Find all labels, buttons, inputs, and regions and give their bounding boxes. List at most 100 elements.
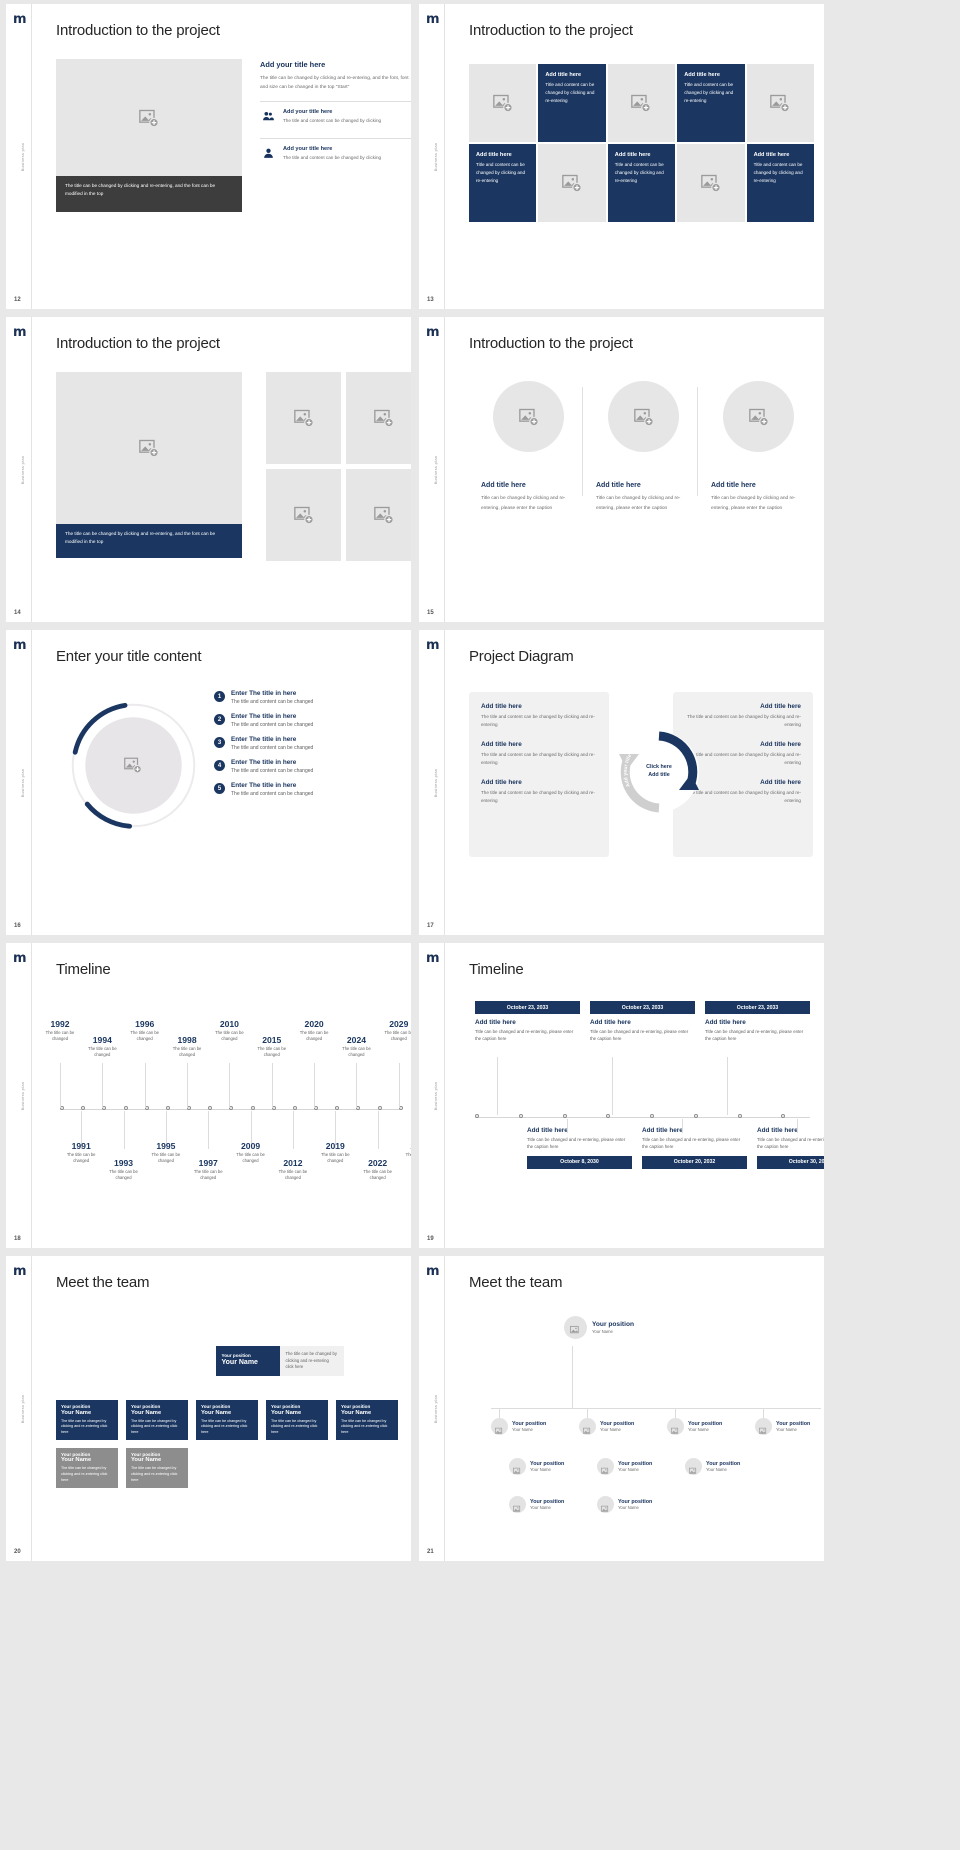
org-root[interactable]: Your position Your Name (564, 1316, 816, 1339)
timeline-dot (81, 1106, 86, 1110)
timeline-label[interactable]: 2029 The title can be changed (379, 1019, 411, 1042)
image-placeholder[interactable] (346, 469, 411, 561)
connector (491, 1408, 821, 1409)
timeline-label[interactable]: 2012 The title can be changed (273, 1158, 313, 1181)
image-cell[interactable] (607, 64, 676, 142)
image-placeholder-main[interactable] (56, 372, 242, 524)
panel-body: The title and content can be changed by … (481, 751, 595, 766)
image-cell[interactable] (469, 64, 537, 142)
slide-19[interactable]: m Business plan 19 Timeline October 23, … (419, 943, 824, 1248)
node-name: Your Name (618, 1467, 639, 1473)
org-node[interactable]: Your position Your Name (509, 1458, 564, 1475)
org-node[interactable]: Your position Your Name (597, 1496, 652, 1513)
timeline-label[interactable]: 2020 The title can be changed (294, 1019, 334, 1042)
timeline-card-top[interactable]: October 23, 2033 Add title here Title ca… (475, 1001, 580, 1043)
timeline-year: 1993 (113, 1158, 134, 1168)
image-cell[interactable] (746, 64, 814, 142)
card-body: Title can be changed and re-entering, pl… (590, 1029, 689, 1042)
section-heading: Add your title here (260, 60, 326, 69)
text-cell[interactable]: Add title here Title and content can be c… (538, 64, 606, 142)
org-node[interactable]: Your position Your Name (755, 1418, 810, 1435)
timeline-card-bottom[interactable]: Add title here Title can be changed and … (527, 1127, 632, 1169)
timeline-dot (144, 1106, 149, 1110)
slide-13[interactable]: m Business plan 13 Introduction to the p… (419, 4, 824, 309)
text-cell[interactable]: Add title here Title and content can be c… (746, 144, 814, 222)
image-cell[interactable] (677, 144, 745, 222)
list-item[interactable]: 3 Enter The title in here The title and co… (214, 736, 411, 751)
org-node[interactable]: Your position Your Name The title can be c… (56, 1400, 118, 1440)
timeline-label[interactable]: 1991 The title can be changed (61, 1141, 101, 1164)
timeline-label[interactable]: 1993 The title can be changed (104, 1158, 144, 1181)
timeline-label[interactable]: 2015 The title can be changed (252, 1035, 292, 1058)
org-node[interactable]: Your position Your Name (667, 1418, 722, 1435)
slide-14[interactable]: m Business plan 14 Introduction to the p… (6, 317, 411, 622)
org-node[interactable]: Your position Your Name The title can be c… (126, 1447, 188, 1488)
text-cell[interactable]: Add title here Title and content can be c… (677, 64, 745, 142)
timeline-label[interactable]: 1998 The title can be changed (167, 1035, 207, 1058)
text-cell[interactable]: Add title here Title and content can be c… (607, 144, 676, 222)
timeline-stem (123, 1111, 125, 1149)
image-placeholder[interactable] (56, 59, 242, 176)
list-item[interactable]: 4 Enter The title in here The title and co… (214, 759, 411, 774)
slide-21[interactable]: m Business plan 21 Meet the team Your po… (419, 1256, 824, 1561)
timeline-label[interactable]: 2025The title can be changed (400, 1141, 411, 1164)
org-node[interactable]: Your position Your Name (491, 1418, 546, 1435)
org-node[interactable]: Your position Your Name The title can be c… (56, 1447, 118, 1488)
slide-16[interactable]: m Business plan 16 Enter your title cont… (6, 630, 411, 935)
list-item[interactable]: 2 Enter The title in here The title and co… (214, 713, 411, 728)
image-placeholder[interactable] (346, 372, 411, 464)
circle-image-placeholder[interactable] (493, 381, 564, 452)
timeline-label[interactable]: 2009 The title can be changed (231, 1141, 271, 1164)
timeline-card-bottom[interactable]: Add title here Title can be changed and … (757, 1127, 824, 1169)
slide-rail (419, 630, 445, 935)
avatar (564, 1316, 587, 1339)
org-node[interactable]: Your position Your Name The title can be c… (266, 1400, 328, 1440)
org-node[interactable]: Your position Your Name (579, 1418, 634, 1435)
timeline-label[interactable]: 1996 The title can be changed (125, 1019, 165, 1042)
org-node[interactable]: Your position Your Name The title can be c… (336, 1400, 398, 1440)
slide-17[interactable]: m Business plan 17 Project Diagram Add t… (419, 630, 824, 935)
slide-rail (6, 630, 32, 935)
text-cell[interactable]: Add title here Title and content can be c… (469, 144, 537, 222)
slide-12[interactable]: m Business plan 12 Introduction to the p… (6, 4, 411, 309)
slide-15[interactable]: m Business plan 15 Introduction to the p… (419, 317, 824, 622)
slide-20[interactable]: m Business plan 20 Meet the team Your po… (6, 1256, 411, 1561)
feature-item[interactable]: Add your title here The title and conten… (260, 137, 411, 167)
timeline-label[interactable]: 2019 The title can be changed (315, 1141, 355, 1164)
org-node[interactable]: Your position Your Name (685, 1458, 740, 1475)
org-node[interactable]: Your position Your Name (597, 1458, 652, 1475)
center-label-line1: Click here Add title (646, 764, 672, 778)
image-placeholder-icon (495, 1423, 504, 1434)
node-name: Your Name (688, 1427, 709, 1433)
org-node-root[interactable]: Your position Your Name (215, 1346, 280, 1377)
timeline-card-top[interactable]: October 23, 2033 Add title here Title ca… (590, 1001, 695, 1043)
org-node[interactable]: Your position Your Name The title can be c… (126, 1400, 188, 1440)
timeline-label[interactable]: 2024 The title can be changed (336, 1035, 376, 1058)
node-name: Your Name (776, 1427, 797, 1433)
timeline-stem (102, 1063, 104, 1108)
list-item[interactable]: 1 Enter The title in here The title and co… (214, 690, 411, 705)
timeline-label[interactable]: 1994 The title can be changed (82, 1035, 122, 1058)
image-placeholder[interactable] (266, 469, 341, 561)
list-item[interactable]: 5 Enter The title in here The title and co… (214, 782, 411, 797)
image-placeholder[interactable] (266, 372, 341, 464)
timeline-card-top[interactable]: October 23, 2033 Add title here Title ca… (705, 1001, 810, 1043)
list-body: The title and content can be changed (231, 790, 314, 797)
slide-18[interactable]: m Business plan 18 Timeline 1992 The titl… (6, 943, 411, 1248)
org-node[interactable]: Your position Your Name (509, 1496, 564, 1513)
column[interactable]: Add title here Title can be changed by c… (582, 377, 697, 514)
feature-item[interactable]: Add your title here The title and conten… (260, 100, 411, 130)
timeline-label[interactable]: 2022 The title can be changed (358, 1158, 398, 1181)
image-cell[interactable] (538, 144, 606, 222)
timeline-label[interactable]: 1995 The title can be changed (146, 1141, 186, 1164)
timeline-card-bottom[interactable]: Add title here Title can be changed and … (642, 1127, 747, 1169)
column[interactable]: Add title here Title can be changed by c… (697, 377, 812, 514)
org-node[interactable]: Your position Your Name The title can be c… (196, 1400, 258, 1440)
circle-image-placeholder[interactable] (723, 381, 794, 452)
timeline-label[interactable]: 1997 The title can be changed (188, 1158, 228, 1181)
timeline-desc: The title can be changed (278, 1169, 308, 1181)
timeline-label[interactable]: 1992 The title can be changed (40, 1019, 80, 1042)
column[interactable]: Add title here Title can be changed by c… (467, 377, 582, 514)
circle-image-placeholder[interactable] (608, 381, 679, 452)
timeline-label[interactable]: 2010 The title can be changed (209, 1019, 249, 1042)
